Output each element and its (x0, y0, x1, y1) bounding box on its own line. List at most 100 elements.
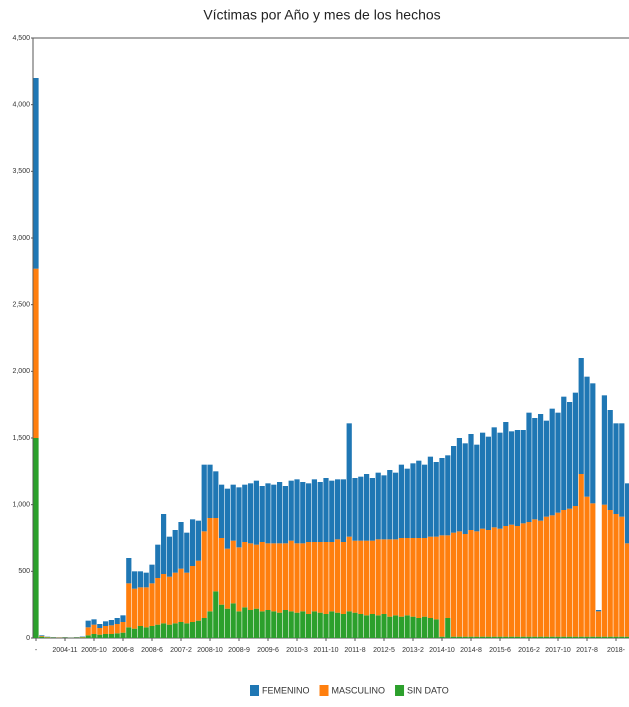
bar-segment (172, 530, 178, 573)
bar-segment (543, 420, 550, 517)
bar-segment (363, 615, 370, 638)
bar-segment (253, 608, 260, 638)
bar-segment (619, 636, 625, 638)
bar-segment (421, 464, 428, 538)
bar-segment (468, 434, 474, 530)
bar-segment (323, 614, 329, 638)
bar-segment (207, 518, 213, 612)
x-tick-label: 2012-5 (373, 647, 395, 654)
bar-segment (468, 530, 474, 637)
x-tick-label: 2017-8 (576, 647, 598, 654)
bar-segment (294, 479, 300, 544)
bar-segment (178, 622, 184, 638)
bar-segment (404, 468, 410, 538)
bar-segment (195, 620, 202, 638)
bar-segment (549, 636, 555, 638)
bar-segment (398, 616, 405, 638)
x-tick-label: 2013-2 (402, 647, 424, 654)
bar-segment (375, 539, 381, 616)
legend-swatch (395, 685, 405, 696)
bar-segment (300, 543, 306, 612)
bar-segment (445, 618, 451, 638)
bar-segment (102, 634, 109, 638)
bar-segment (184, 572, 190, 624)
bar-segment (195, 560, 202, 621)
bar-segment (590, 383, 596, 504)
legend-label: MASCULINO (332, 685, 386, 695)
bar-segment (485, 636, 492, 638)
bar-segment (317, 482, 323, 542)
bar-segment (224, 608, 231, 638)
bar-segment (288, 611, 294, 638)
bar-segment (479, 432, 486, 529)
bar-segment (33, 268, 39, 438)
bar-segment (363, 474, 370, 541)
bar-segment (497, 432, 503, 529)
bar-segment (607, 510, 613, 637)
bar-segment (578, 358, 584, 474)
bar-segment (578, 474, 584, 637)
bar-segment (120, 615, 126, 622)
y-tick-label: 4,000 (12, 102, 30, 109)
bar-segment (566, 508, 573, 637)
bar-segment (613, 423, 619, 514)
bar-segment (520, 636, 526, 638)
bar-segment (404, 615, 410, 638)
bar-segment (427, 456, 434, 537)
bar-segment (445, 535, 451, 618)
bar-segment (195, 520, 202, 561)
x-tick-label: - (35, 647, 38, 654)
bar-segment (456, 531, 463, 637)
bar-segment (532, 636, 538, 638)
bar-segment (410, 616, 416, 638)
bar-segment (346, 423, 352, 537)
bar-segment (329, 542, 335, 612)
bar-segment (578, 636, 584, 638)
bar-segment (230, 540, 236, 604)
bar-segment (288, 540, 294, 612)
bar-segment (108, 620, 115, 626)
bar-segment (39, 635, 45, 636)
bar-segment (624, 636, 629, 638)
bar-segment (607, 410, 613, 510)
bar-segment (613, 636, 619, 638)
bar-segment (305, 483, 312, 542)
bar-segment (375, 615, 381, 638)
bar-segment (126, 583, 132, 628)
bar-segment (143, 572, 149, 588)
bar-segment (387, 539, 393, 617)
bar-segment (537, 414, 544, 521)
bar-segment (526, 522, 532, 637)
bar-segment (555, 412, 561, 513)
bar-segment (352, 478, 358, 541)
bar-segment (300, 611, 306, 638)
x-tick-label: 2016-2 (518, 647, 540, 654)
legend-swatch (250, 685, 259, 696)
bar-segment (566, 402, 573, 509)
bar-segment (392, 539, 399, 616)
bar-segment (595, 610, 602, 612)
bar-segment (624, 483, 629, 544)
bar-segment (427, 536, 434, 618)
bar-segment (311, 479, 318, 542)
bar-segment (427, 618, 434, 638)
bar-segment (189, 566, 196, 622)
bar-segment (433, 536, 439, 620)
bar-segment (561, 510, 567, 637)
bar-segment (265, 483, 271, 544)
bar-segment (44, 637, 51, 638)
bar-segment (369, 478, 376, 541)
x-tick-label: 2004-11 (52, 647, 77, 654)
bar-segment (572, 392, 579, 506)
bar-segment (213, 518, 219, 592)
bar-segment (126, 558, 132, 584)
bar-segment (317, 542, 323, 613)
bar-segment (387, 470, 393, 540)
bar-segment (485, 530, 492, 637)
bar-segment (572, 506, 579, 637)
bar-segment (91, 634, 97, 638)
bar-segment (398, 464, 405, 538)
bar-segment (131, 628, 138, 638)
bar-segment (479, 636, 486, 638)
y-tick-label: 1,000 (12, 502, 30, 509)
